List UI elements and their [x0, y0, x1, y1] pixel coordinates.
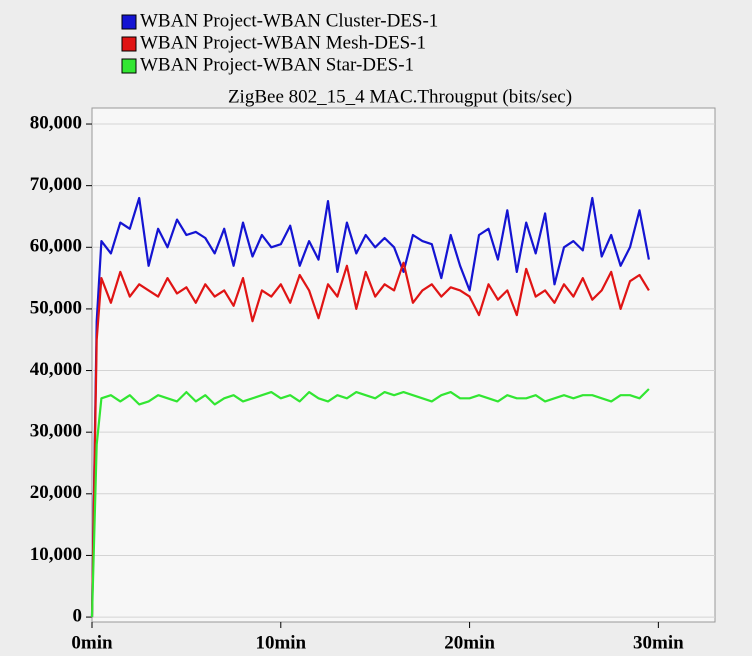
legend-label: WBAN Project-WBAN Cluster-DES-1 [140, 10, 438, 31]
y-tick-label: 0 [73, 605, 83, 626]
y-tick-label: 70,000 [30, 174, 82, 195]
y-tick-label: 10,000 [30, 544, 82, 565]
legend-label: WBAN Project-WBAN Mesh-DES-1 [140, 32, 426, 53]
legend-swatch [121, 36, 137, 52]
y-tick-label: 30,000 [30, 421, 82, 442]
y-tick-label: 50,000 [30, 297, 82, 318]
y-tick-label: 20,000 [30, 482, 82, 503]
x-tick-label: 10min [255, 632, 306, 653]
legend-swatch [121, 14, 137, 30]
y-tick-label: 80,000 [30, 112, 82, 133]
line-series [90, 388, 650, 618]
x-tick-label: 0min [71, 632, 113, 653]
line-series [90, 261, 650, 618]
plot-area [91, 107, 716, 623]
y-tick-label: 40,000 [30, 359, 82, 380]
y-tick-label: 60,000 [30, 236, 82, 257]
legend-label: WBAN Project-WBAN Star-DES-1 [140, 54, 414, 75]
line-series [90, 196, 650, 618]
chart-title: ZigBee 802_15_4 MAC.Througput (bits/sec) [228, 86, 572, 107]
x-tick-label: 30min [633, 632, 684, 653]
legend-swatch [121, 58, 137, 74]
x-tick-label: 20min [444, 632, 495, 653]
